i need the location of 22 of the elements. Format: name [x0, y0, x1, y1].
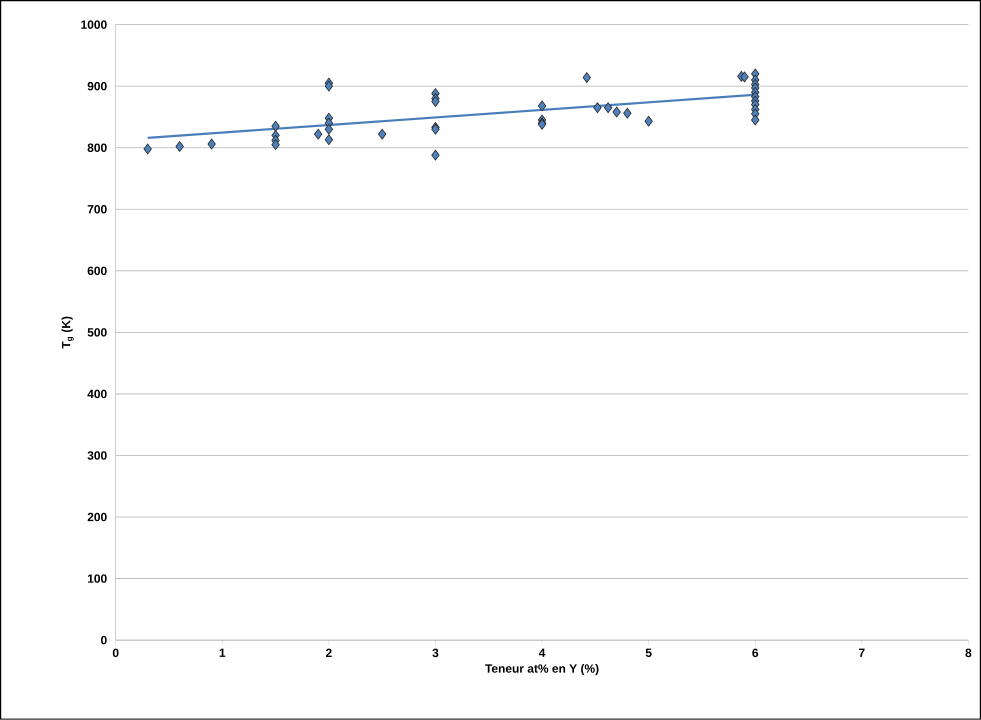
x-tick-label: 1	[220, 648, 226, 657]
x-tick-label: 5	[646, 648, 652, 658]
x-tick-label: 0	[112, 648, 119, 658]
y-tick-label: 900	[88, 82, 107, 90]
y-tick-label: 400	[87, 390, 107, 398]
y-tick-label: 0	[100, 636, 107, 644]
x-axis-title: Teneur at% en Y (%)	[485, 664, 599, 676]
y-tick-label: 100	[88, 574, 107, 583]
x-tick-label: 3	[432, 648, 438, 658]
y-tick-label: 700	[88, 205, 107, 214]
x-tick-label: 7	[858, 648, 865, 657]
y-tick-label: 1000	[81, 20, 107, 29]
x-tick-label: 4	[538, 648, 546, 657]
y-tick-label: 200	[88, 512, 107, 522]
y-tick-label: 600	[88, 266, 107, 276]
y-tick-label: 300	[87, 451, 107, 460]
y-tick-label: 500	[88, 328, 107, 337]
y-axis-title: T$_{g}$ (K)	[62, 316, 74, 349]
x-tick-label: 8	[965, 648, 972, 658]
y-tick-label: 800	[88, 144, 107, 152]
x-tick-label: 2	[326, 648, 332, 658]
x-tick-label: 6	[752, 648, 758, 658]
